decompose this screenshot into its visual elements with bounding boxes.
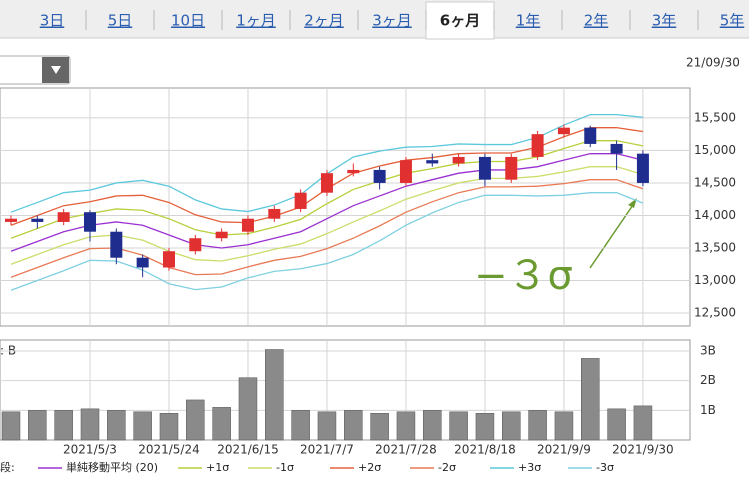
candle-body: [505, 156, 518, 180]
tab-bar: [0, 0, 749, 38]
legend-label: 単純移動平均 (20): [66, 460, 158, 474]
volume-bar: [449, 411, 468, 441]
y-tick-label: 15,500: [694, 110, 736, 124]
y-tick-label: 13,500: [694, 240, 736, 254]
annotation-arrow: [589, 201, 636, 269]
volume-bar: [186, 399, 205, 441]
volume-bar: [502, 411, 521, 441]
tab[interactable]: 5年: [720, 12, 745, 30]
volume-bar: [423, 410, 442, 441]
candle-body: [347, 169, 360, 174]
candle-body: [531, 134, 544, 157]
volume-bar: [291, 410, 310, 441]
candle-body: [320, 173, 333, 193]
x-tick-label: 2021/6/15: [217, 443, 279, 457]
candle-body: [241, 218, 254, 232]
annotation: −３σ: [474, 253, 573, 299]
tab[interactable]: 6ヶ月: [440, 12, 480, 30]
candle-body: [215, 231, 228, 239]
volume-bar: [475, 413, 495, 441]
volume-bar: [238, 377, 258, 441]
candle-body: [399, 160, 412, 183]
y-tick-label: 14,500: [694, 175, 736, 189]
volume-bar: [212, 407, 231, 441]
legend-label: -3σ: [596, 461, 614, 474]
y-tick-label: 3B: [700, 343, 716, 357]
legend-label: +1σ: [206, 461, 229, 474]
candle-body: [110, 231, 123, 258]
candle-body: [610, 143, 623, 154]
candle-body: [584, 127, 597, 144]
volume-bar: [28, 410, 47, 441]
candle-body: [5, 218, 17, 222]
candle-body: [557, 127, 570, 135]
candle-body: [452, 156, 465, 164]
candle-body: [31, 218, 44, 222]
candle-body: [373, 169, 386, 183]
volume-bar: [107, 410, 126, 441]
volume-bar: [1, 411, 21, 441]
volume-bar: [528, 410, 547, 441]
band-line: [10, 153, 644, 252]
volume-bar: [133, 411, 152, 441]
volume-bar: [344, 410, 363, 441]
tab[interactable]: 1年: [516, 12, 541, 30]
candle-body: [57, 212, 70, 222]
x-tick-label: 2021/9/30: [612, 443, 674, 457]
candle-body: [268, 208, 281, 219]
tab[interactable]: 10日: [171, 12, 205, 30]
candle-body: [189, 238, 202, 252]
x-tick-label: 2021/8/18: [454, 443, 516, 457]
candle-body: [426, 160, 439, 164]
x-tick-label: 2021/7/28: [375, 443, 437, 457]
volume-bar: [54, 410, 73, 441]
volume-bar: [159, 413, 179, 441]
y-tick-label: 15,000: [694, 143, 736, 157]
tab[interactable]: 3日: [40, 12, 65, 30]
candle-body: [136, 257, 149, 268]
legend-title: 段:: [0, 460, 15, 474]
tab[interactable]: 3年: [652, 12, 677, 30]
candle-body: [636, 153, 649, 183]
tab[interactable]: 5日: [108, 12, 133, 30]
date-label: 21/09/30: [686, 56, 740, 70]
legend-label: +3σ: [518, 461, 541, 474]
candle-body: [294, 192, 307, 209]
volume-bar: [370, 413, 389, 441]
candle-body: [83, 212, 96, 232]
volume-bar: [396, 411, 416, 441]
volume-bar: [80, 408, 100, 441]
volume-bar: [633, 405, 653, 441]
tab[interactable]: 3ヶ月: [372, 12, 412, 30]
y-tick-label: 14,000: [694, 208, 736, 222]
x-tick-label: 2021/7/7: [300, 443, 354, 457]
y-tick-label: 1B: [700, 403, 716, 417]
volume-bar: [317, 411, 337, 441]
volume-bar: [581, 358, 600, 441]
y-tick-label: 2B: [700, 373, 716, 387]
volume-bar: [554, 411, 574, 441]
y-tick-label: 12,500: [694, 305, 736, 319]
x-tick-label: 2021/5/24: [138, 443, 200, 457]
tab[interactable]: 2ヶ月: [304, 12, 344, 30]
candle-body: [162, 251, 175, 268]
legend-label: -1σ: [276, 461, 294, 474]
tab[interactable]: 1ヶ月: [236, 12, 276, 30]
x-tick-label: 2021/5/3: [63, 443, 117, 457]
x-tick-label: 2021/9/9: [537, 443, 591, 457]
select-arrow: [51, 66, 61, 74]
range-select[interactable]: [0, 55, 71, 85]
tab[interactable]: 2年: [584, 12, 609, 30]
volume-bar: [265, 349, 284, 441]
y-tick-label: 13,000: [694, 273, 736, 287]
legend-label: -2σ: [438, 461, 456, 474]
price-frame: [0, 87, 691, 327]
volume-bar: [607, 408, 626, 441]
candle-body: [478, 156, 491, 180]
legend-label: +2σ: [358, 461, 381, 474]
